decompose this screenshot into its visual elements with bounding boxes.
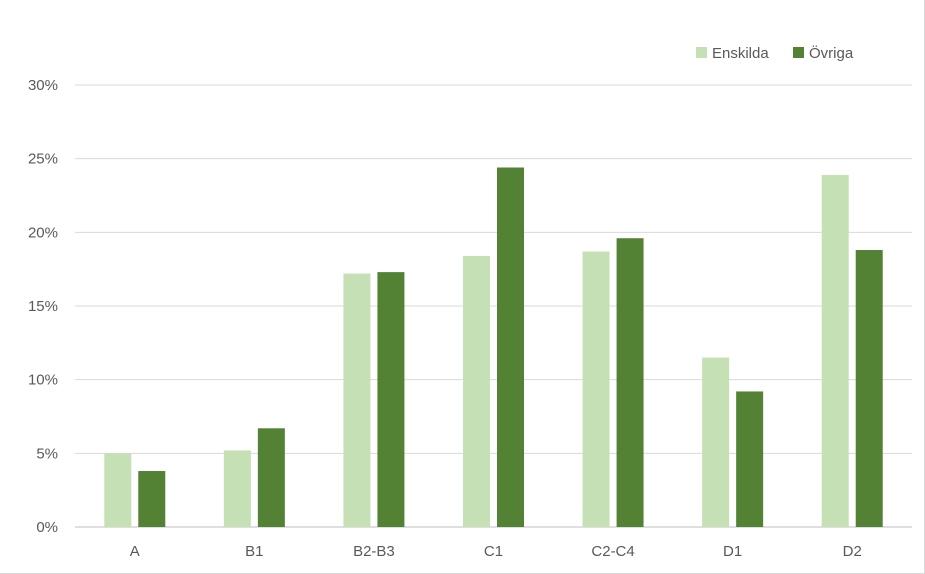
bar--vriga-b2-b3 bbox=[377, 272, 405, 527]
bar-enskilda-b2-b3 bbox=[343, 273, 371, 527]
y-tick-label: 10% bbox=[28, 372, 58, 389]
x-tick-label: C1 bbox=[484, 543, 503, 560]
bar--vriga-c2-c4 bbox=[616, 238, 644, 527]
bar--vriga-b1 bbox=[257, 428, 285, 527]
y-axis-ticks: 0% 5% 10% 15% 20% 25% 30% bbox=[28, 77, 58, 536]
bar-enskilda-c1 bbox=[463, 255, 490, 527]
y-tick-label: 5% bbox=[36, 445, 58, 462]
legend-swatch bbox=[696, 47, 707, 58]
x-tick-label: B2-B3 bbox=[353, 543, 395, 560]
bar-enskilda-d1 bbox=[702, 357, 730, 527]
bar-enskilda-b1 bbox=[223, 450, 251, 527]
bar--vriga-a bbox=[138, 471, 166, 527]
bar--vriga-c1 bbox=[497, 167, 524, 528]
bars bbox=[104, 167, 883, 528]
y-tick-label: 25% bbox=[28, 151, 58, 168]
x-tick-label: D2 bbox=[843, 543, 862, 560]
gridlines bbox=[75, 84, 912, 528]
bar-enskilda-c2-c4 bbox=[582, 251, 610, 527]
x-tick-label: C2-C4 bbox=[591, 543, 634, 560]
bar-enskilda-d2 bbox=[821, 174, 849, 527]
legend-swatch bbox=[793, 47, 804, 58]
y-tick-label: 0% bbox=[36, 519, 58, 536]
legend-label: Övriga bbox=[809, 44, 854, 62]
y-tick-label: 30% bbox=[28, 77, 58, 94]
legend: Enskilda Övriga bbox=[696, 44, 854, 62]
bar-enskilda-a bbox=[104, 453, 132, 527]
y-tick-label: 15% bbox=[28, 298, 58, 315]
legend-label: Enskilda bbox=[712, 45, 769, 62]
bar--vriga-d1 bbox=[736, 391, 764, 527]
x-tick-label: D1 bbox=[723, 543, 742, 560]
bar--vriga-d2 bbox=[855, 250, 883, 527]
x-tick-label: A bbox=[130, 543, 140, 560]
x-tick-label: B1 bbox=[245, 543, 263, 560]
x-axis-ticks: A B1 B2-B3 C1 C2-C4 D1 D2 bbox=[130, 543, 862, 560]
y-tick-label: 20% bbox=[28, 224, 58, 241]
